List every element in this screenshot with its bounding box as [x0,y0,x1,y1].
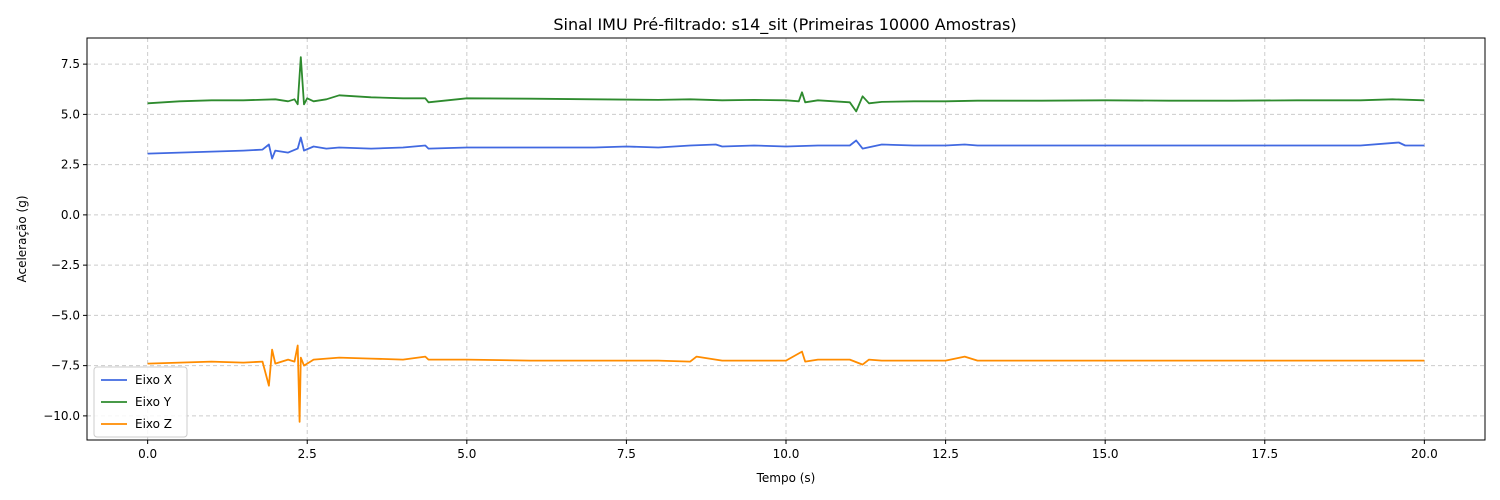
y-tick-label: −10.0 [43,409,80,423]
legend-box [93,366,188,438]
x-tick-label: 15.0 [1092,447,1119,461]
x-tick-label: 17.5 [1251,447,1278,461]
legend: Eixo X Eixo Y Eixo Z [93,366,188,438]
x-tick-label: 0.0 [138,447,157,461]
series-line-1 [147,136,1425,160]
y-tick-label: 5.0 [61,107,80,121]
x-tick-label: 5.0 [457,447,476,461]
x-tick-label: 2.5 [298,447,317,461]
legend-label: Eixo Y [135,395,172,409]
legend-label: Eixo X [135,373,172,387]
y-tick-label: 7.5 [61,57,80,71]
series-lines [147,56,1425,423]
y-tick-label: 2.5 [61,158,80,172]
x-tick-label: 20.0 [1411,447,1438,461]
y-axis-label: Aceleração (g) [15,195,29,282]
x-tick-label: 12.5 [932,447,959,461]
series-line-2 [147,56,1425,113]
x-axis-label: Tempo (s) [756,471,816,485]
series-line-3 [147,344,1425,423]
grid [87,38,1485,440]
y-tick-label: −7.5 [51,359,80,373]
y-tick-label: 0.0 [61,208,80,222]
x-tick-label: 7.5 [617,447,636,461]
x-axis-ticks: 0.0 2.5 5.0 7.5 10.0 12.5 15.0 17.5 20.0 [138,440,1438,461]
y-tick-label: −2.5 [51,258,80,272]
x-tick-label: 10.0 [773,447,800,461]
y-axis-ticks: 7.5 5.0 2.5 0.0 −2.5 −5.0 −7.5 −10.0 [43,57,87,423]
plot-frame [86,37,1486,441]
legend-label: Eixo Z [135,417,172,431]
y-tick-label: −5.0 [51,308,80,322]
chart-title: Sinal IMU Pré-filtrado: s14_sit (Primeir… [553,15,1016,35]
